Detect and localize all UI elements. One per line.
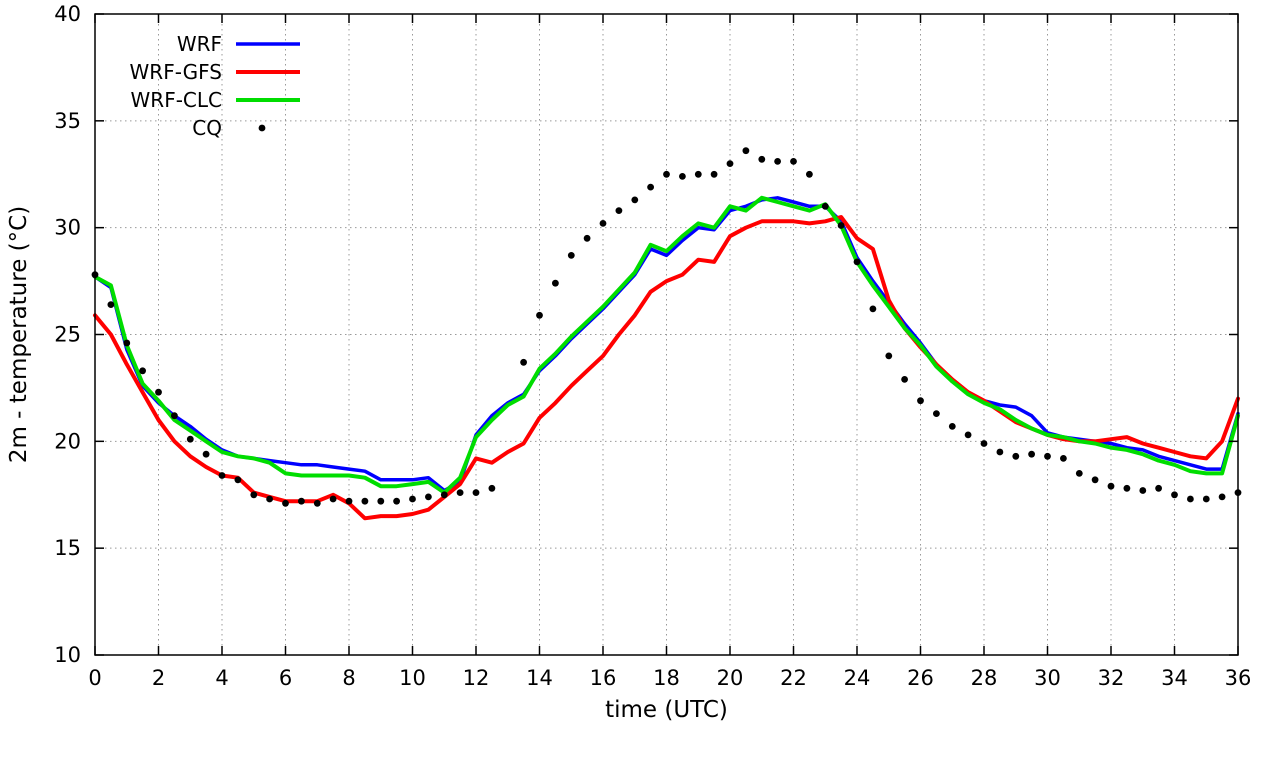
legend-point-sample <box>258 124 266 132</box>
y-tick-label: 30 <box>54 216 81 240</box>
x-tick-label: 24 <box>844 666 871 690</box>
x-tick-label: 30 <box>1034 666 1061 690</box>
legend-label: WRF-CLC <box>131 88 222 112</box>
y-tick-label: 20 <box>54 429 81 453</box>
x-tick-label: 22 <box>780 666 807 690</box>
y-tick-label: 25 <box>54 323 81 347</box>
series-line-WRF-CLC <box>93 195 1240 495</box>
x-tick-label: 4 <box>215 666 228 690</box>
legend: WRF WRF-GFS WRF-CLC CQ <box>130 32 300 140</box>
x-tick-label: 0 <box>88 666 101 690</box>
y-tick-label: 35 <box>54 109 81 133</box>
x-tick-label: 20 <box>717 666 744 690</box>
x-tick-label: 2 <box>152 666 165 690</box>
legend-label: CQ <box>192 116 222 140</box>
x-tick-label: 28 <box>971 666 998 690</box>
series-points-CQ <box>91 147 1242 507</box>
y-axis-label: 2m - temperature (°C) <box>6 206 32 463</box>
x-axis-label: time (UTC) <box>605 697 728 723</box>
x-tick-label: 36 <box>1225 666 1252 690</box>
x-tick-label: 16 <box>590 666 617 690</box>
x-tick-label: 14 <box>526 666 553 690</box>
grid-lines <box>94 13 1239 656</box>
y-tick-label: 15 <box>54 536 81 560</box>
x-tick-label: 32 <box>1098 666 1125 690</box>
y-tick-label: 40 <box>54 2 81 26</box>
series-line-WRF-GFS <box>93 215 1240 521</box>
x-tick-label: 34 <box>1161 666 1188 690</box>
x-tick-label: 12 <box>463 666 490 690</box>
legend-label: WRF-GFS <box>130 60 222 84</box>
x-tick-label: 8 <box>342 666 355 690</box>
y-tick-label: 10 <box>54 643 81 667</box>
tick-labels: 0 2 4 6 8 10 12 14 16 18 20 22 24 26 28 30 32 34 361015202… <box>54 2 1251 690</box>
axis-tick-marks <box>94 13 1239 656</box>
x-tick-label: 10 <box>399 666 426 690</box>
legend-label: WRF <box>177 32 222 56</box>
x-tick-label: 6 <box>279 666 292 690</box>
x-tick-label: 26 <box>907 666 934 690</box>
x-tick-label: 18 <box>653 666 680 690</box>
